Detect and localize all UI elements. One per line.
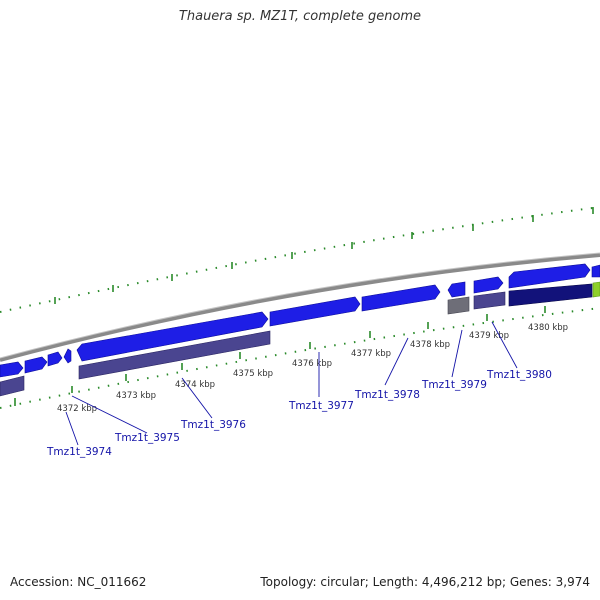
outer-tick-ring — [0, 206, 600, 313]
gene-forward[interactable] — [591, 264, 600, 278]
gene-forward[interactable] — [508, 263, 591, 289]
gene-label[interactable]: Tmz1t_3980 — [486, 369, 552, 381]
gene-forward[interactable] — [269, 296, 361, 327]
gene-forward[interactable] — [361, 284, 441, 312]
gene-forward[interactable] — [473, 276, 504, 294]
gene-label[interactable]: Tmz1t_3974 — [46, 446, 112, 458]
gene-forward[interactable] — [447, 281, 466, 298]
scale-label: 4375 kbp — [233, 369, 273, 379]
accession-text: Accession: NC_011662 — [10, 575, 147, 589]
gene-reverse[interactable] — [78, 330, 271, 380]
gene-reverse[interactable] — [508, 283, 593, 307]
scale-label: 4379 kbp — [469, 331, 509, 341]
gene-label[interactable]: Tmz1t_3976 — [180, 419, 246, 431]
backbone-arc — [0, 253, 600, 362]
gene-accent[interactable] — [592, 281, 600, 298]
gene-reverse[interactable] — [0, 375, 25, 397]
scale-label: 4373 kbp — [116, 391, 156, 401]
gene-forward[interactable] — [24, 356, 48, 374]
gene-reverse[interactable] — [473, 291, 506, 310]
forward-strand-genes — [0, 263, 600, 378]
inner-tick-ring — [0, 306, 600, 409]
leader-lines — [65, 321, 518, 446]
gene-label[interactable]: Tmz1t_3977 — [288, 400, 354, 412]
gene-pseudo[interactable] — [447, 296, 470, 315]
gene-forward[interactable] — [47, 351, 63, 367]
gene-forward[interactable] — [76, 311, 269, 362]
scale-label: 4372 kbp — [57, 404, 97, 414]
gene-label[interactable]: Tmz1t_3979 — [421, 379, 487, 391]
gene-label[interactable]: Tmz1t_3978 — [354, 389, 420, 401]
gene-forward[interactable] — [0, 361, 24, 378]
scale-labels: 4372 kbp 4373 kbp 4374 kbp 4375 kbp 4376… — [57, 323, 568, 414]
reverse-strand-genes — [0, 281, 600, 397]
gene-forward[interactable] — [63, 348, 72, 364]
scale-label: 4374 kbp — [175, 380, 215, 390]
genome-summary-text: Topology: circular; Length: 4,496,212 bp… — [260, 575, 590, 589]
scale-label: 4376 kbp — [292, 359, 332, 369]
scale-label: 4377 kbp — [351, 349, 391, 359]
scale-label: 4378 kbp — [410, 340, 450, 350]
gene-labels: Tmz1t_3974 Tmz1t_3975 Tmz1t_3976 Tmz1t_3… — [46, 369, 552, 458]
map-title: Thauera sp. MZ1T, complete genome — [178, 9, 422, 24]
gene-label[interactable]: Tmz1t_3975 — [114, 432, 180, 444]
scale-label: 4380 kbp — [528, 323, 568, 333]
